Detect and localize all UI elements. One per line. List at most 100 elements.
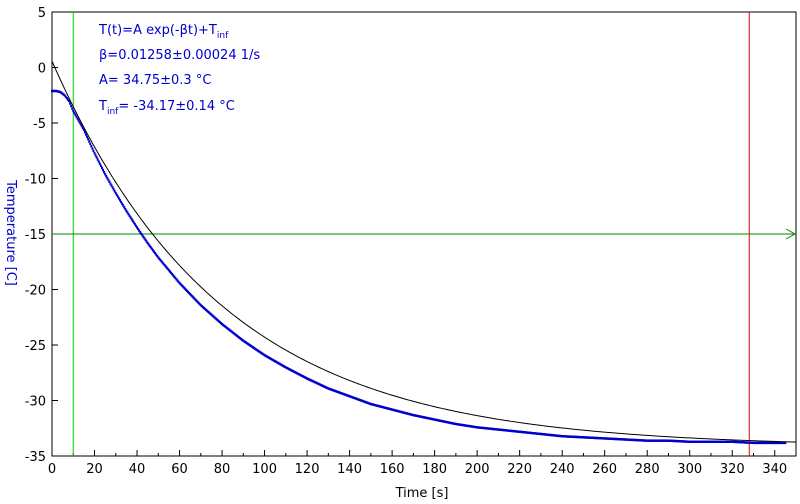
- data-point: [243, 340, 246, 343]
- data-point: [100, 166, 103, 170]
- data-point: [340, 391, 343, 395]
- data-point: [157, 256, 160, 259]
- data-point: [692, 440, 695, 443]
- data-point: [723, 440, 726, 443]
- data-point: [301, 375, 304, 378]
- data-point: [123, 206, 126, 209]
- data-point: [173, 275, 176, 278]
- data-point: [766, 441, 769, 445]
- data-point: [550, 433, 553, 437]
- data-point: [784, 441, 787, 445]
- data-point: [773, 441, 776, 445]
- data-point: [512, 429, 515, 433]
- data-point: [82, 128, 85, 132]
- data-point: [567, 435, 570, 438]
- data-point: [686, 440, 689, 443]
- data-point: [748, 441, 751, 444]
- data-point: [552, 434, 555, 437]
- data-point: [306, 377, 309, 380]
- data-point: [542, 433, 545, 436]
- data-point: [518, 430, 521, 433]
- data-point: [103, 170, 106, 174]
- data-point: [400, 410, 403, 414]
- data-point: [144, 238, 147, 242]
- data-point: [582, 436, 585, 439]
- data-point: [386, 407, 389, 410]
- data-point: [588, 436, 591, 439]
- data-point: [593, 436, 596, 440]
- data-point: [222, 323, 225, 327]
- data-point: [352, 396, 355, 400]
- data-point: [479, 426, 482, 429]
- data-point: [633, 438, 636, 442]
- data-point: [378, 405, 381, 408]
- data-point: [578, 435, 581, 439]
- data-point: [314, 381, 317, 384]
- data-point: [190, 294, 193, 297]
- data-point: [581, 436, 584, 439]
- x-tick-label: 200: [465, 462, 490, 477]
- data-point: [548, 433, 551, 437]
- data-point: [492, 427, 495, 431]
- data-point: [464, 424, 467, 427]
- data-point: [763, 441, 766, 445]
- data-point: [286, 367, 289, 370]
- data-point: [591, 436, 594, 440]
- data-point: [697, 440, 700, 443]
- data-point: [391, 408, 394, 411]
- data-point: [640, 439, 643, 442]
- data-point: [418, 415, 421, 418]
- y-tick-label: 5: [38, 6, 46, 21]
- data-point: [187, 290, 190, 294]
- data-point: [240, 337, 243, 341]
- data-point: [70, 104, 73, 108]
- data-point: [331, 388, 334, 392]
- data-point: [587, 436, 590, 439]
- data-point: [751, 441, 754, 445]
- data-point: [673, 439, 676, 443]
- data-point: [436, 419, 439, 422]
- data-point: [557, 434, 560, 438]
- data-point: [76, 117, 79, 120]
- data-point: [345, 393, 348, 397]
- data-point: [537, 432, 540, 435]
- data-point: [179, 282, 182, 286]
- data-point: [650, 439, 653, 442]
- data-point: [527, 431, 530, 434]
- data-point: [98, 162, 101, 165]
- data-point: [358, 398, 361, 401]
- data-point: [440, 419, 443, 423]
- level-line-arrow-icon: [785, 228, 797, 240]
- data-point: [68, 99, 71, 103]
- data-point: [192, 296, 195, 299]
- data-point: [185, 289, 188, 293]
- data-point: [423, 416, 425, 419]
- data-point: [282, 364, 285, 368]
- data-point: [227, 327, 230, 331]
- data-point: [450, 421, 453, 425]
- data-point: [112, 188, 115, 191]
- data-point: [91, 147, 94, 150]
- data-point: [379, 405, 382, 408]
- data-point: [339, 391, 342, 394]
- data-point: [570, 435, 573, 438]
- data-point: [584, 436, 587, 439]
- data-point: [381, 405, 384, 409]
- data-point: [698, 440, 701, 443]
- data-point: [756, 441, 759, 445]
- data-point: [150, 247, 153, 251]
- data-point: [55, 89, 58, 93]
- data-point: [430, 417, 433, 421]
- data-point: [716, 440, 719, 443]
- data-point: [598, 436, 601, 440]
- data-point: [375, 404, 378, 407]
- data-point: [510, 429, 513, 433]
- data-point: [580, 436, 583, 439]
- data-point: [768, 441, 771, 445]
- data-point: [290, 368, 293, 372]
- data-point: [405, 412, 408, 415]
- data-point: [774, 441, 777, 445]
- data-point: [319, 383, 322, 387]
- data-point: [402, 411, 405, 414]
- data-point: [755, 441, 758, 445]
